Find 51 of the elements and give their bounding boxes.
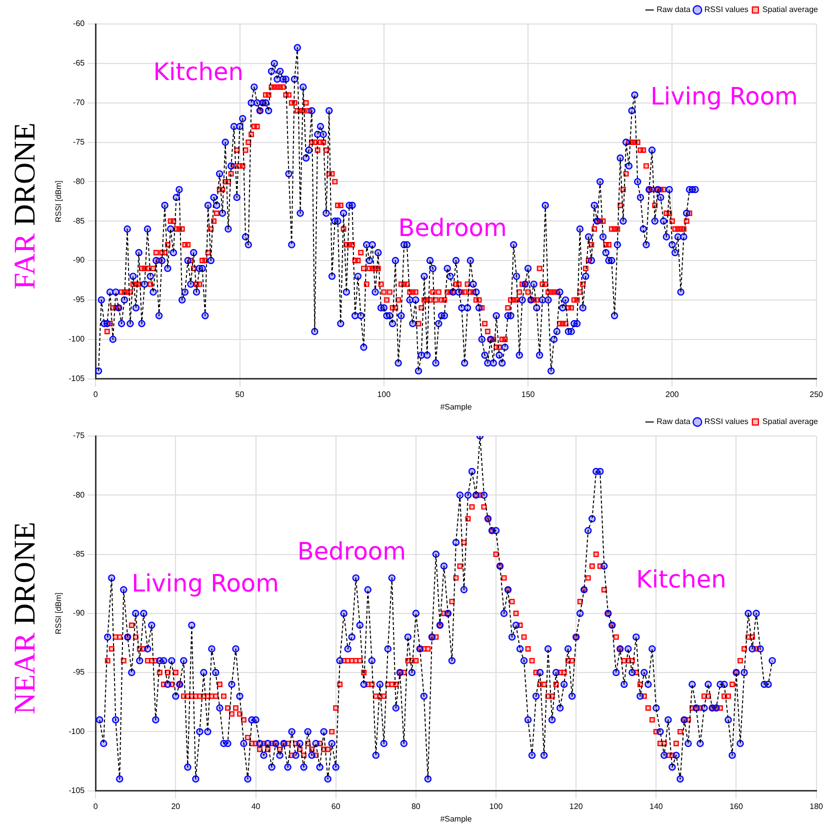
x-tick-label: 250 [810, 390, 824, 399]
y-tick-label: -70 [73, 98, 86, 108]
annotation: Kitchen [153, 58, 244, 86]
y-tick-label: -80 [73, 490, 86, 500]
legend-label: Raw data [656, 5, 691, 14]
legend-label: RSSI values [704, 417, 748, 426]
y-tick-label: -75 [73, 137, 86, 146]
annotation: Living Room [650, 82, 798, 111]
x-axis-title: #Sample [440, 402, 472, 412]
y-tick-label: -95 [73, 668, 86, 677]
y-axis-title: RSSI [dBm] [54, 592, 64, 634]
legend-label: Spatial average [762, 417, 819, 426]
x-tick-label: 0 [93, 802, 98, 811]
x-tick-label: 60 [331, 802, 341, 811]
x-tick-label: 50 [235, 390, 245, 399]
y-tick-label: -85 [73, 216, 86, 226]
legend-label: Spatial average [762, 5, 819, 14]
y-tick-label: -105 [68, 374, 86, 384]
y-tick-label: -100 [68, 334, 86, 344]
y-tick-label: -95 [73, 295, 86, 304]
y-tick-label: -90 [73, 608, 86, 618]
x-tick-label: 100 [489, 802, 504, 811]
x-axis-title: #Sample [440, 814, 472, 824]
x-tick-label: 40 [251, 802, 261, 811]
annotation: Bedroom [297, 537, 406, 566]
x-tick-label: 140 [649, 802, 664, 811]
x-tick-label: 150 [521, 390, 536, 399]
x-tick-label: 160 [730, 802, 744, 811]
x-tick-label: 120 [569, 802, 584, 811]
x-tick-label: 100 [377, 390, 392, 399]
legend-label: Raw data [656, 417, 691, 426]
x-tick-label: 180 [810, 802, 824, 811]
legend-label: RSSI values [704, 5, 748, 14]
x-tick-label: 20 [171, 802, 181, 811]
y-tick-label: -60 [73, 19, 86, 28]
annotation: Kitchen [636, 566, 726, 594]
y-tick-label: -75 [73, 431, 86, 440]
y-tick-label: -90 [73, 256, 86, 265]
y-tick-label: -65 [73, 58, 86, 68]
y-axis-title: RSSI [dBm] [54, 180, 64, 222]
x-tick-label: 80 [411, 802, 421, 811]
annotation: Bedroom [398, 214, 507, 242]
y-tick-label: -80 [73, 176, 86, 186]
y-tick-label: -100 [68, 726, 86, 736]
y-tick-label: -105 [68, 786, 86, 796]
y-tick-label: -85 [73, 549, 86, 558]
text: FAR DRONE [8, 122, 42, 290]
x-tick-label: 200 [666, 390, 680, 399]
text: NEAR DRONE [8, 522, 42, 714]
annotation: Living Room [132, 569, 279, 598]
x-tick-label: 0 [93, 390, 98, 399]
